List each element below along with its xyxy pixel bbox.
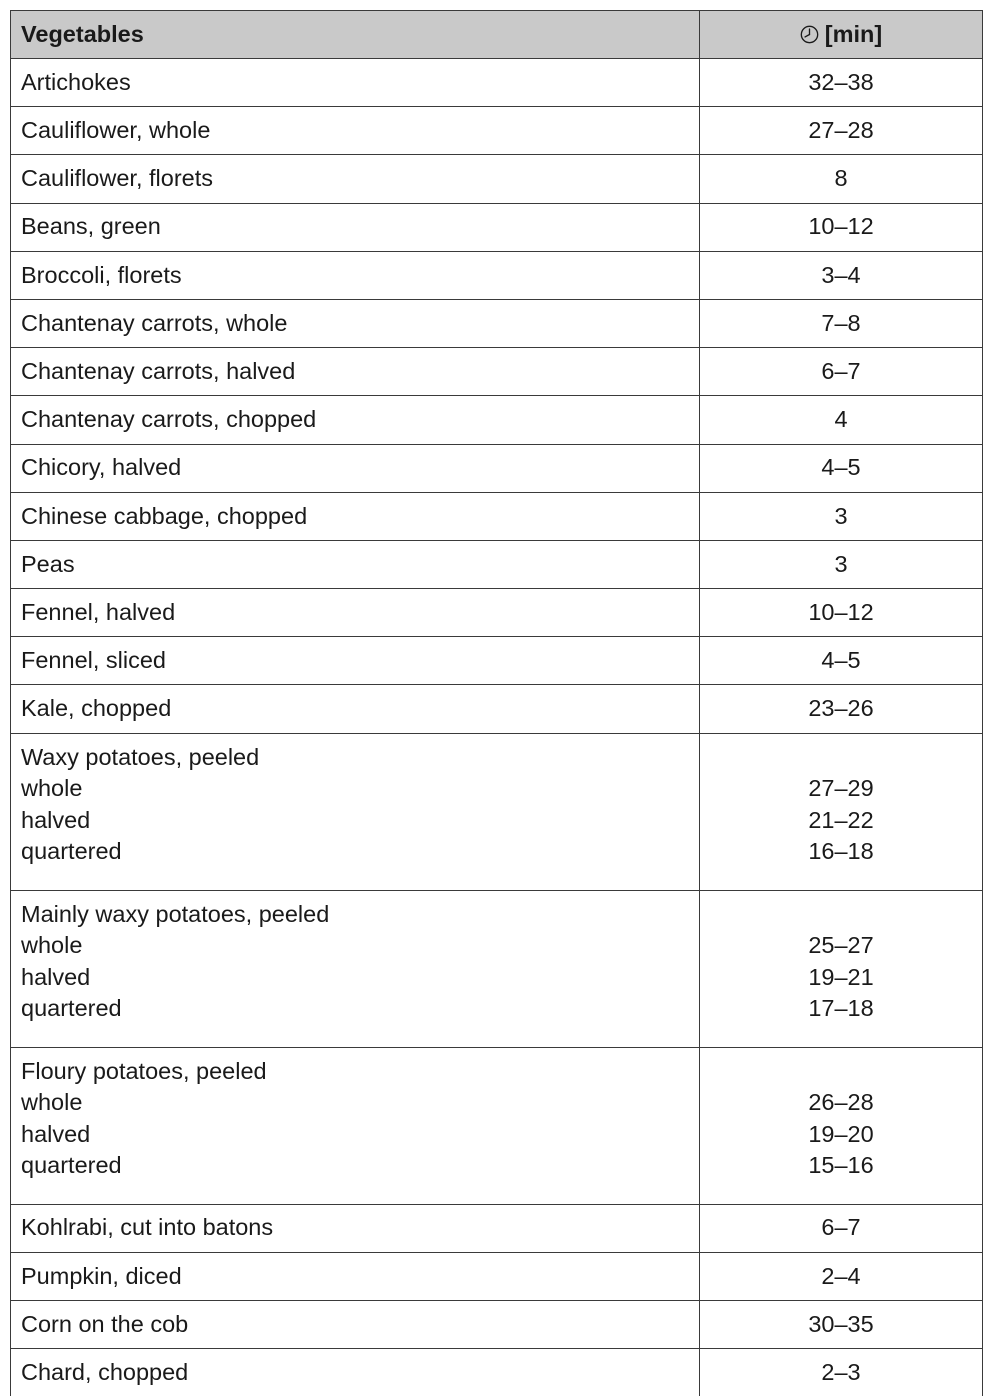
cooking-time: 21–22 — [710, 805, 972, 837]
vegetable-name: Pumpkin, diced — [11, 1252, 700, 1300]
cooking-time: 27–28 — [700, 107, 983, 155]
cooking-time: 10–12 — [700, 589, 983, 637]
cooking-time: 3–4 — [700, 251, 983, 299]
vegetable-name: Chantenay carrots, whole — [11, 299, 700, 347]
cooking-time-group: 27–29 21–22 16–18 — [700, 733, 983, 890]
table-body: Artichokes 32–38 Cauliflower, whole 27–2… — [11, 59, 983, 1396]
vegetable-name-group: Mainly waxy potatoes, peeled whole halve… — [11, 890, 700, 1047]
cut-label: halved — [21, 1119, 689, 1151]
vegetables-column-header: Vegetables — [11, 11, 700, 59]
table-row-potato-group: Waxy potatoes, peeled whole halved quart… — [11, 733, 983, 890]
vegetable-name: Fennel, sliced — [11, 637, 700, 685]
vegetable-name: Mainly waxy potatoes, peeled — [21, 899, 689, 931]
cut-label: quartered — [21, 1150, 689, 1182]
table-row: Beans, green 10–12 — [11, 203, 983, 251]
table-row: Fennel, sliced 4–5 — [11, 637, 983, 685]
vegetable-name: Chinese cabbage, chopped — [11, 492, 700, 540]
table-row-potato-group: Mainly waxy potatoes, peeled whole halve… — [11, 890, 983, 1047]
cooking-time: 17–18 — [710, 993, 972, 1025]
table-row: Fennel, halved 10–12 — [11, 589, 983, 637]
cooking-time: 10–12 — [700, 203, 983, 251]
table-row-potato-group: Floury potatoes, peeled whole halved qua… — [11, 1047, 983, 1204]
vegetable-name: Broccoli, florets — [11, 251, 700, 299]
vegetable-name: Artichokes — [11, 59, 700, 107]
cooking-time: 26–28 — [710, 1087, 972, 1119]
cooking-time: 6–7 — [700, 1204, 983, 1252]
table-row: Kale, chopped 23–26 — [11, 685, 983, 733]
cooking-time: 19–21 — [710, 962, 972, 994]
vegetable-name-group: Floury potatoes, peeled whole halved qua… — [11, 1047, 700, 1204]
cut-label: quartered — [21, 993, 689, 1025]
time-column-header: [min] — [700, 11, 983, 59]
cooking-time: 7–8 — [700, 299, 983, 347]
table-row: Cauliflower, florets 8 — [11, 155, 983, 203]
cooking-time: 2–3 — [700, 1349, 983, 1396]
cooking-time: 4–5 — [700, 637, 983, 685]
table-row: Peas 3 — [11, 540, 983, 588]
cooking-time: 30–35 — [700, 1301, 983, 1349]
table-header-row: Vegetables [min] — [11, 11, 983, 59]
cut-label: quartered — [21, 836, 689, 868]
spacer — [710, 899, 972, 931]
cooking-time: 23–26 — [700, 685, 983, 733]
table-row: Chard, chopped 2–3 — [11, 1349, 983, 1396]
cooking-time: 16–18 — [710, 836, 972, 868]
cooking-time-group: 25–27 19–21 17–18 — [700, 890, 983, 1047]
table-row: Artichokes 32–38 — [11, 59, 983, 107]
table-row: Chantenay carrots, chopped 4 — [11, 396, 983, 444]
vegetable-name: Kale, chopped — [11, 685, 700, 733]
cooking-time: 4–5 — [700, 444, 983, 492]
vegetable-name: Waxy potatoes, peeled — [21, 742, 689, 774]
cooking-time: 27–29 — [710, 773, 972, 805]
table-row: Chicory, halved 4–5 — [11, 444, 983, 492]
cut-label: whole — [21, 773, 689, 805]
vegetable-name: Fennel, halved — [11, 589, 700, 637]
table-row: Chinese cabbage, chopped 3 — [11, 492, 983, 540]
vegetable-name: Chard, chopped — [11, 1349, 700, 1396]
spacer — [710, 1056, 972, 1088]
cooking-time-group: 26–28 19–20 15–16 — [700, 1047, 983, 1204]
cooking-times-table: Vegetables [min] Artichokes 32–38 Caulif… — [10, 10, 983, 1396]
table-row: Chantenay carrots, halved 6–7 — [11, 348, 983, 396]
cut-label: halved — [21, 962, 689, 994]
vegetable-name: Cauliflower, florets — [11, 155, 700, 203]
cooking-time: 3 — [700, 540, 983, 588]
vegetable-name: Beans, green — [11, 203, 700, 251]
cooking-time: 15–16 — [710, 1150, 972, 1182]
vegetable-name: Chantenay carrots, chopped — [11, 396, 700, 444]
vegetable-name: Floury potatoes, peeled — [21, 1056, 689, 1088]
table-row: Pumpkin, diced 2–4 — [11, 1252, 983, 1300]
cooking-time: 25–27 — [710, 930, 972, 962]
vegetable-name-group: Waxy potatoes, peeled whole halved quart… — [11, 733, 700, 890]
cooking-time: 3 — [700, 492, 983, 540]
vegetable-name: Kohlrabi, cut into batons — [11, 1204, 700, 1252]
cooking-time: 2–4 — [700, 1252, 983, 1300]
cooking-time: 32–38 — [700, 59, 983, 107]
time-unit-label: [min] — [825, 21, 882, 47]
table-row: Broccoli, florets 3–4 — [11, 251, 983, 299]
cut-label: whole — [21, 930, 689, 962]
spacer — [710, 742, 972, 774]
cut-label: halved — [21, 805, 689, 837]
cooking-time: 19–20 — [710, 1119, 972, 1151]
table-row: Corn on the cob 30–35 — [11, 1301, 983, 1349]
vegetable-name: Chantenay carrots, halved — [11, 348, 700, 396]
clock-icon — [800, 25, 819, 44]
vegetable-name: Cauliflower, whole — [11, 107, 700, 155]
vegetable-name: Peas — [11, 540, 700, 588]
vegetable-name: Corn on the cob — [11, 1301, 700, 1349]
vegetable-name: Chicory, halved — [11, 444, 700, 492]
table-row: Kohlrabi, cut into batons 6–7 — [11, 1204, 983, 1252]
cooking-time: 8 — [700, 155, 983, 203]
cooking-time: 4 — [700, 396, 983, 444]
table-row: Cauliflower, whole 27–28 — [11, 107, 983, 155]
cooking-time: 6–7 — [700, 348, 983, 396]
cut-label: whole — [21, 1087, 689, 1119]
table-row: Chantenay carrots, whole 7–8 — [11, 299, 983, 347]
